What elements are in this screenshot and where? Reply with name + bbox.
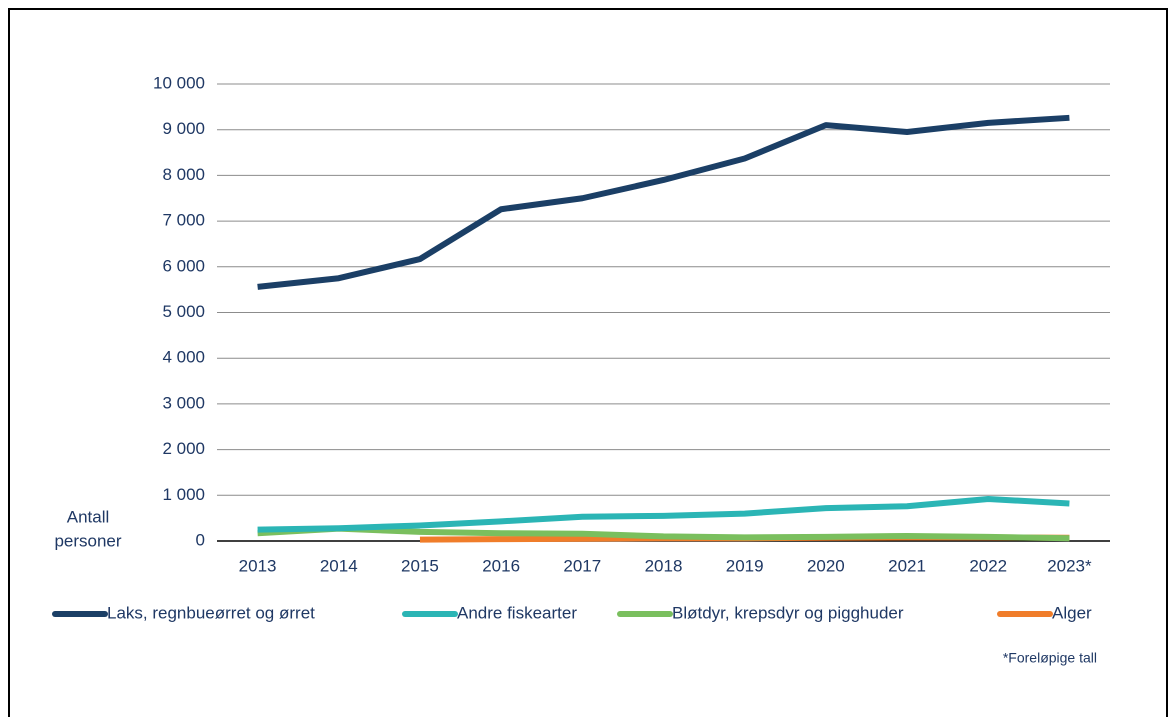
y-tick-label: 1 000 — [162, 485, 205, 504]
y-tick-label: 7 000 — [162, 211, 205, 230]
x-tick-label: 2021 — [888, 556, 926, 575]
legend-label: Bløtdyr, krepsdyr og pigghuder — [672, 603, 904, 622]
y-tick-label: 8 000 — [162, 165, 205, 184]
x-tick-label: 2023* — [1047, 556, 1092, 575]
x-tick-label: 2016 — [482, 556, 520, 575]
series-line — [257, 114, 1070, 290]
y-tick-label: 5 000 — [162, 302, 205, 321]
y-tick-label: 9 000 — [162, 119, 205, 138]
legend-label: Alger — [1052, 603, 1092, 622]
x-tick-label: 2019 — [726, 556, 764, 575]
series-line — [257, 525, 1070, 542]
x-tick-label: 2020 — [807, 556, 845, 575]
y-tick-label: 2 000 — [162, 439, 205, 458]
y-tick-label: 10 000 — [153, 73, 205, 92]
y-tick-label: 0 — [196, 530, 205, 549]
note: *Foreløpige tall — [1003, 650, 1097, 666]
x-tick-label: 2018 — [645, 556, 683, 575]
x-tick-label: 2015 — [401, 556, 439, 575]
x-tick-label: 2014 — [320, 556, 358, 575]
legend-label: Andre fiskearter — [457, 603, 577, 622]
x-tick-label: 2017 — [563, 556, 601, 575]
x-tick-label: 2013 — [239, 556, 277, 575]
series-line — [257, 495, 1070, 533]
y-tick-label: 6 000 — [162, 256, 205, 275]
y-tick-label: 4 000 — [162, 348, 205, 367]
y-axis-label: Antall — [67, 507, 110, 526]
y-axis-label: personer — [54, 531, 121, 550]
y-tick-label: 3 000 — [162, 393, 205, 412]
frame — [8, 8, 1168, 717]
legend-label: Laks, regnbueørret og ørret — [107, 603, 315, 622]
x-tick-label: 2022 — [969, 556, 1007, 575]
